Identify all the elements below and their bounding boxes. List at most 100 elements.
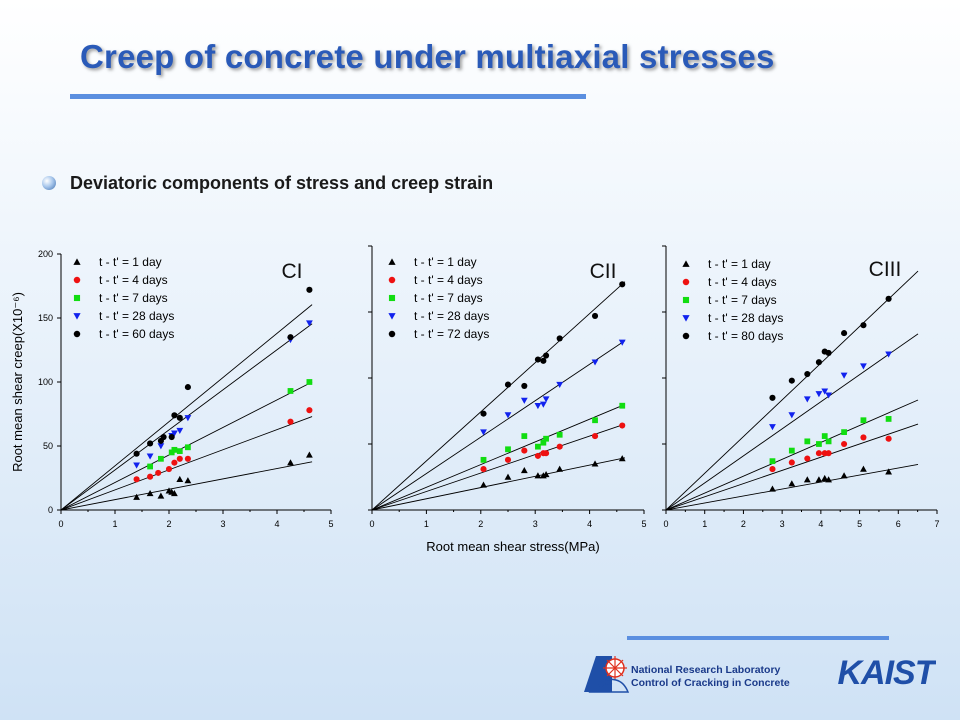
data-point: [825, 450, 832, 457]
data-point: [287, 388, 294, 394]
x-tick-label: 5: [328, 519, 333, 529]
title-underline: [70, 94, 586, 99]
legend-marker: [682, 278, 690, 286]
data-point: [176, 448, 183, 455]
fit-line-5: [371, 281, 626, 511]
data-point: [504, 381, 512, 388]
data-point: [592, 417, 598, 424]
data-point: [815, 359, 822, 366]
lab-name: National Research Laboratory Control of …: [631, 664, 790, 690]
data-point: [885, 416, 892, 422]
data-point: [504, 412, 512, 419]
data-point: [505, 446, 511, 453]
legend-marker: [388, 313, 396, 320]
x-tick-label: 2: [166, 519, 171, 529]
data-point: [825, 476, 832, 483]
x-tick-label: 3: [780, 519, 785, 529]
data-point: [619, 281, 626, 288]
data-point: [171, 446, 178, 453]
y-tick-label: 200: [38, 249, 53, 259]
data-point: [556, 443, 563, 450]
fit-line-4: [665, 333, 919, 511]
data-point: [840, 372, 848, 379]
data-point: [788, 377, 795, 384]
data-point: [287, 418, 294, 425]
data-point: [534, 452, 541, 459]
data-point: [860, 465, 867, 472]
kaist-logo-text: KAIST: [838, 654, 937, 688]
x-tick-label: 4: [587, 519, 592, 529]
data-point: [769, 424, 776, 431]
x-tick-label: 4: [274, 519, 279, 529]
data-point: [591, 312, 599, 320]
data-point: [146, 453, 154, 460]
legend-marker: [388, 330, 396, 338]
data-point: [171, 430, 178, 437]
x-tick-label: 0: [369, 519, 374, 529]
fit-line-2: [371, 423, 626, 511]
data-point: [147, 473, 154, 480]
data-point: [521, 382, 528, 389]
x-tick-label: 1: [112, 519, 117, 529]
data-point: [306, 379, 313, 385]
data-point: [815, 450, 822, 457]
lab-name-line2: Control of Cracking in Concrete: [631, 677, 790, 689]
data-point: [184, 455, 191, 462]
data-point: [618, 339, 626, 346]
legend-label: t - t' = 7 days: [414, 291, 483, 305]
data-point: [147, 440, 154, 447]
data-point: [825, 392, 832, 399]
x-tick-label: 2: [741, 519, 746, 529]
y-tick-label: 100: [38, 377, 53, 387]
x-tick-label: 3: [533, 519, 538, 529]
data-point: [788, 412, 796, 419]
data-point: [287, 334, 294, 341]
data-point: [841, 330, 848, 337]
legend-label: t - t' = 4 days: [414, 273, 483, 287]
lab-logo-icon: [584, 656, 630, 693]
data-point: [803, 476, 811, 483]
data-point: [885, 295, 892, 302]
data-point: [133, 476, 140, 483]
data-point: [885, 351, 893, 358]
data-point: [171, 412, 178, 419]
legend-label: t - t' = 7 days: [708, 293, 777, 307]
data-point: [534, 356, 541, 363]
data-point: [521, 447, 528, 454]
legend-marker: [682, 296, 690, 304]
data-point: [860, 363, 867, 370]
legend-label: t - t' = 72 days: [414, 327, 489, 341]
x-axis-title: Root mean shear stress(MPa): [426, 539, 599, 554]
fit-line-3: [371, 404, 626, 511]
data-point: [539, 401, 547, 408]
data-point: [521, 433, 528, 439]
data-point: [618, 455, 626, 462]
legend-label: t - t' = 7 days: [99, 291, 168, 305]
legend-marker: [388, 258, 396, 265]
data-point: [480, 456, 487, 463]
legend-label: t - t' = 1 day: [414, 255, 477, 269]
data-point: [520, 467, 528, 474]
data-point: [821, 474, 829, 482]
data-point: [769, 485, 776, 492]
data-point: [157, 492, 165, 499]
fit-line-1: [371, 457, 626, 511]
legend-label: t - t' = 1 day: [99, 255, 162, 269]
data-point: [591, 433, 599, 440]
data-point: [287, 459, 294, 466]
data-point: [542, 470, 550, 478]
data-point: [769, 394, 776, 401]
bullet-icon: [42, 176, 56, 190]
legend-label: t - t' = 1 day: [708, 257, 771, 271]
data-point: [788, 459, 795, 466]
data-point: [157, 443, 165, 450]
x-tick-label: 5: [857, 519, 862, 529]
data-point: [769, 458, 776, 465]
data-point: [160, 433, 167, 441]
data-point: [133, 462, 140, 469]
data-point: [591, 359, 599, 366]
data-point: [543, 352, 550, 359]
kaist-logo: KAIST: [838, 654, 937, 688]
